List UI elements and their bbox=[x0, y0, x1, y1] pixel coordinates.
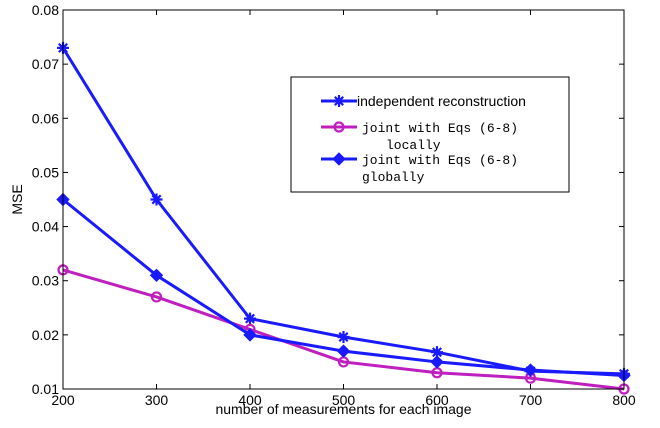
data-point bbox=[523, 363, 538, 377]
legend-label: independent reconstruction bbox=[357, 93, 526, 109]
y-tick-label: 0.07 bbox=[32, 56, 59, 72]
legend: independent reconstruction joint with Eqs… bbox=[290, 76, 570, 193]
y-tick-label: 0.05 bbox=[32, 164, 59, 180]
data-point bbox=[149, 268, 164, 283]
series-line bbox=[62, 268, 625, 391]
y-tick-label: 0.04 bbox=[32, 219, 59, 235]
y-tick-label: 0.08 bbox=[32, 2, 59, 18]
x-tick-label: 800 bbox=[612, 392, 636, 408]
x-tick-label: 300 bbox=[145, 392, 169, 408]
data-point bbox=[336, 344, 351, 358]
data-point bbox=[150, 291, 163, 303]
legend-marker bbox=[333, 121, 345, 133]
y-tick-label: 0.06 bbox=[32, 110, 59, 126]
legend-label: globally bbox=[362, 170, 425, 185]
legend-label: locally bbox=[386, 138, 441, 153]
series-3 bbox=[56, 192, 631, 383]
series-2 bbox=[57, 264, 630, 395]
y-axis-label: MSE bbox=[9, 184, 25, 214]
data-point bbox=[431, 346, 443, 359]
ticks-layer: 200 300 400 500 600 700 800 0.01 0.02 0.03 0.04 0.0… bbox=[32, 2, 636, 408]
legend-label: joint with Eqs (6-8) bbox=[362, 153, 518, 168]
x-tick-label: 700 bbox=[519, 392, 543, 408]
x-axis-label: number of measurements for each image bbox=[215, 401, 471, 417]
legend-label: joint with Eqs (6-8) bbox=[362, 121, 518, 136]
data-point bbox=[243, 328, 257, 342]
legend-item: joint with Eqs (6-8) globally bbox=[321, 152, 518, 185]
y-tick-label: 0.02 bbox=[32, 327, 59, 343]
x-tick-label: 200 bbox=[51, 392, 75, 408]
x-tick-label: 500 bbox=[332, 392, 356, 408]
y-tick-label: 0.01 bbox=[32, 381, 59, 397]
data-point bbox=[337, 331, 350, 344]
y-tick-label: 0.03 bbox=[32, 273, 59, 289]
legend-marker bbox=[332, 152, 346, 166]
data-point bbox=[244, 312, 256, 325]
x-tick-label: 600 bbox=[425, 392, 449, 408]
series-layer bbox=[56, 41, 631, 395]
data-point bbox=[150, 193, 163, 206]
x-tick-label: 400 bbox=[238, 392, 262, 408]
legend-marker bbox=[333, 95, 345, 107]
data-point bbox=[430, 355, 444, 369]
legend-item: independent reconstruction bbox=[321, 93, 526, 109]
legend-box bbox=[290, 76, 570, 193]
legend-item: joint with Eqs (6-8) locally bbox=[321, 121, 518, 153]
